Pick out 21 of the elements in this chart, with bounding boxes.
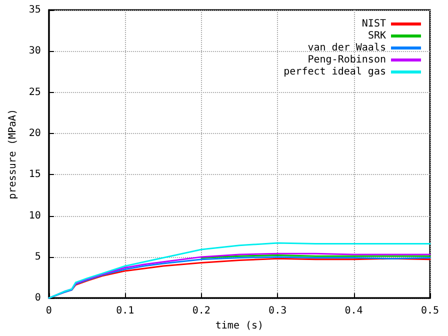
legend-label: perfect ideal gas bbox=[284, 66, 386, 78]
y-tick-label: 10 bbox=[28, 210, 41, 222]
x-tick-label: 0.5 bbox=[420, 306, 440, 317]
legend-label: SRK bbox=[368, 30, 386, 42]
x-axis-title: time (s) bbox=[215, 320, 264, 332]
y-tick-label: 20 bbox=[28, 128, 41, 139]
x-tick-label: 0.3 bbox=[268, 306, 287, 317]
y-axis-title: pressure (MPaA) bbox=[8, 108, 18, 200]
y-tick-label: 25 bbox=[28, 86, 41, 98]
y-tick-label: 35 bbox=[28, 4, 41, 16]
y-tick-label: 15 bbox=[28, 169, 41, 180]
y-tick-label: 0 bbox=[34, 292, 41, 304]
x-tick-label: 0.1 bbox=[116, 306, 134, 317]
x-tick-label: 0 bbox=[46, 306, 52, 317]
x-tick-label: 0.2 bbox=[192, 306, 210, 317]
legend-label: van der Waals bbox=[308, 42, 386, 54]
y-tick-label: 30 bbox=[28, 46, 41, 57]
y-tick-label: 5 bbox=[34, 251, 41, 262]
legend-label: Peng-Robinson bbox=[308, 54, 386, 66]
legend-label: NIST bbox=[362, 18, 386, 30]
x-tick-label: 0.4 bbox=[344, 306, 363, 317]
